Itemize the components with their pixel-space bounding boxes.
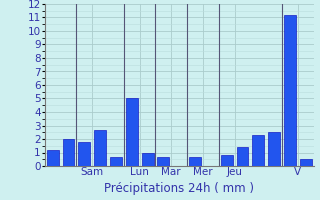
Bar (252, 135, 264, 166)
Bar (94, 130, 106, 166)
Bar (110, 157, 122, 166)
Bar (78, 142, 90, 166)
Bar (221, 155, 233, 166)
Bar (300, 159, 312, 166)
Bar (63, 139, 75, 166)
Bar (268, 132, 280, 166)
Bar (189, 157, 201, 166)
Bar (284, 15, 296, 166)
Bar (157, 157, 169, 166)
Bar (126, 98, 138, 166)
Bar (142, 152, 154, 166)
X-axis label: Précipitations 24h ( mm ): Précipitations 24h ( mm ) (104, 182, 254, 195)
Bar (47, 150, 59, 166)
Bar (236, 147, 248, 166)
